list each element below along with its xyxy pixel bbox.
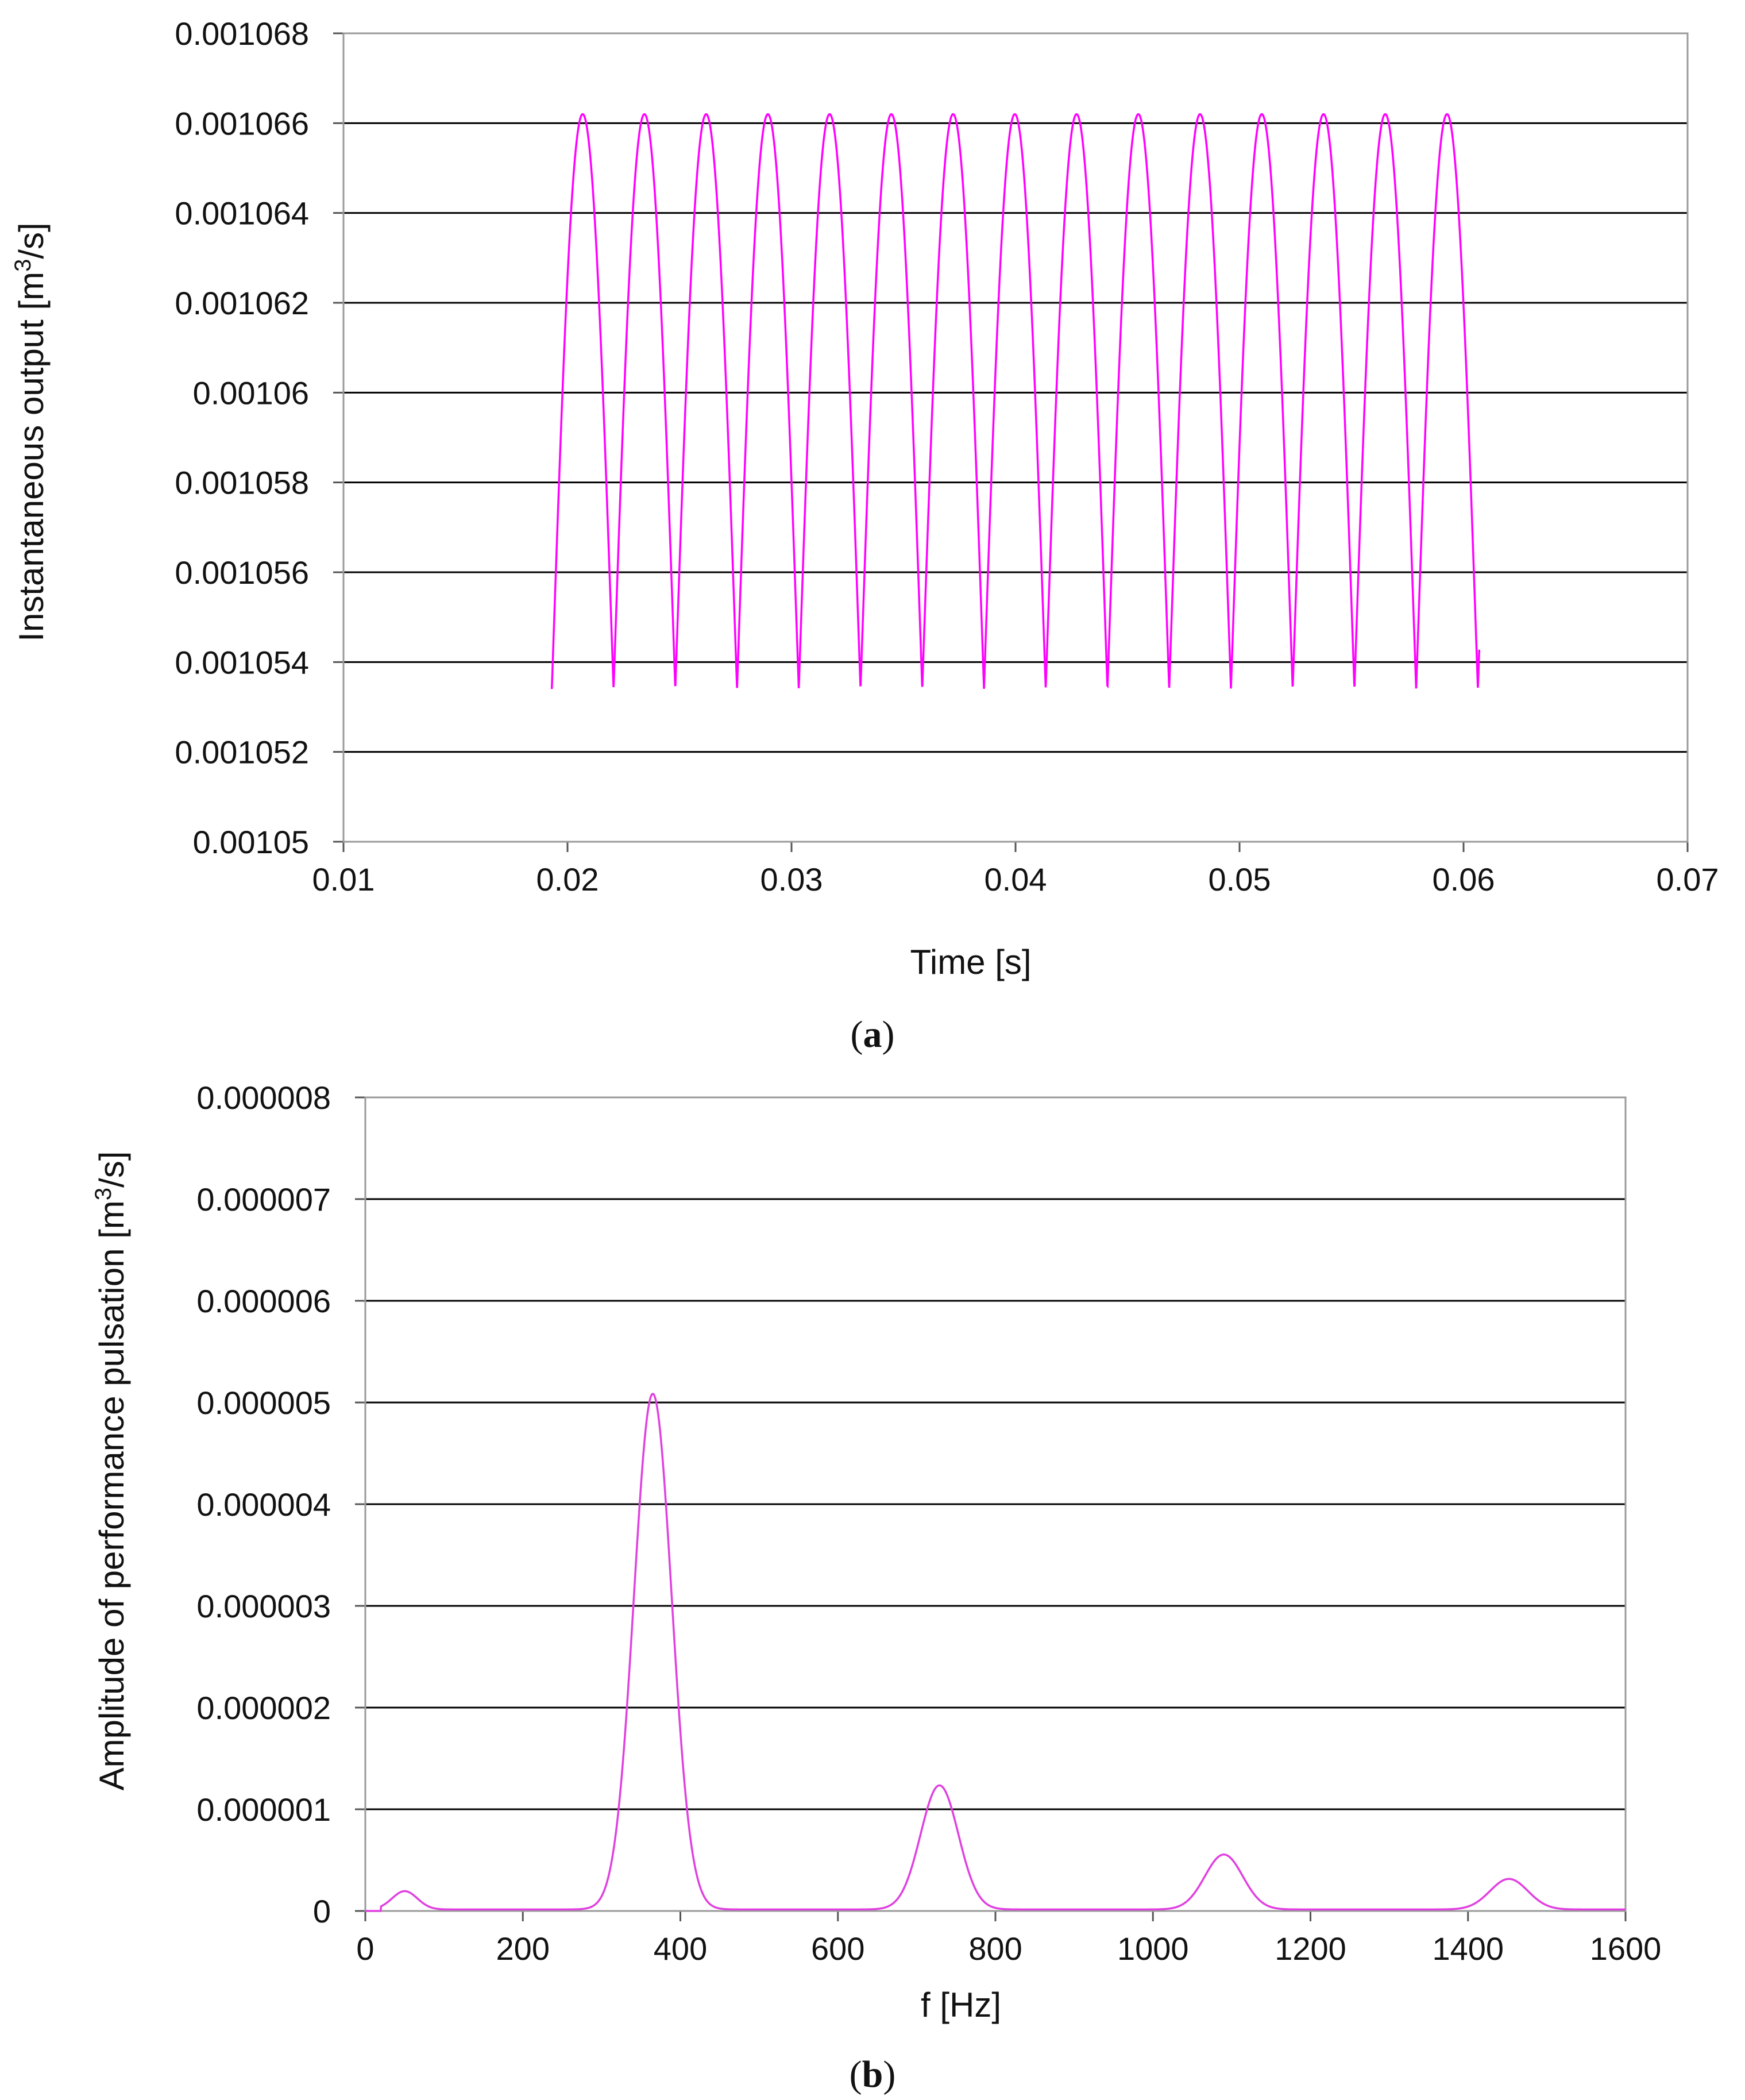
chart-panel-b: 0 0.000001 0.000002 0.000003 0.000004 0.00000… [91,1080,1661,2095]
chart-b-y-tick-label: 0.000008 [196,1080,331,1116]
chart-a-y-tick-label: 0.001062 [175,285,309,321]
chart-b-x-tick-label: 600 [811,1931,864,1967]
chart-b-y-tick-labels: 0 0.000001 0.000002 0.000003 0.000004 0.00000… [196,1080,331,1929]
chart-a-plot-frame [342,32,1689,843]
chart-a-y-axis-title-text: Instantaneous output [m [12,272,51,642]
chart-a-x-tick-label: 0.05 [1209,861,1271,897]
chart-a-x-tick-label: 0.04 [985,861,1047,897]
chart-b-x-axis-title: f [Hz] [921,1986,1001,2024]
chart-a-gridlines [333,32,1689,852]
chart-b-x-tick-label: 1600 [1590,1931,1662,1967]
chart-b-y-tick-label: 0.000005 [196,1385,331,1421]
chart-a-y-tick-label: 0.00105 [193,824,309,860]
chart-a-series-line [550,113,1481,689]
chart-b-x-tick-label: 200 [496,1931,550,1967]
chart-a-y-tick-label: 0.001058 [175,465,309,501]
chart-b-gridlines [355,1096,1627,1921]
chart-a-y-tick-label: 0.001056 [175,554,309,591]
chart-b-plot-frame [364,1096,1627,1912]
chart-a-x-tick-label: 0.06 [1433,861,1495,897]
chart-a-x-tick-label: 0.01 [312,861,375,897]
chart-a-x-tick-labels: 0.01 0.02 0.03 0.04 0.05 0.06 0.07 [312,861,1719,897]
chart-a-y-tick-label: 0.001052 [175,734,309,770]
chart-b-y-tick-label: 0 [313,1893,331,1929]
chart-b-y-tick-label: 0.000001 [196,1791,331,1828]
chart-a-x-tick-label: 0.07 [1657,861,1719,897]
chart-a-x-tick-label: 0.02 [536,861,599,897]
chart-a-y-tick-label: 0.001068 [175,16,309,52]
chart-b-y-tick-label: 0.000007 [196,1181,331,1217]
chart-a-y-axis-title: Instantaneous output [m3/s] [10,222,51,641]
chart-b-y-axis-title-text: Amplitude of performance pulsation [m [92,1200,131,1790]
caption-b-letter: b [862,2053,883,2095]
chart-b-x-tick-label: 1200 [1275,1931,1346,1967]
caption-a: (a) [851,1014,895,1055]
chart-b-y-axis-title-suffix: /s] [92,1151,131,1188]
caption-b: (b) [850,2053,896,2095]
chart-a-y-tick-label: 0.001054 [175,644,309,680]
chart-b-x-tick-label: 1000 [1117,1931,1189,1967]
chart-b-series-line [365,1393,1626,1912]
caption-a-letter: a [863,1014,882,1055]
chart-a-y-tick-labels: 0.00105 0.001052 0.001054 0.001056 0.001058 0… [175,16,309,860]
chart-a-x-axis-title: Time [s] [910,943,1031,981]
chart-b-x-tick-label: 400 [654,1931,707,1967]
chart-b-y-tick-label: 0.000006 [196,1283,331,1319]
chart-a-y-tick-label: 0.001066 [175,105,309,141]
chart-a-y-tick-label: 0.00106 [193,375,309,411]
chart-b-x-tick-label: 800 [968,1931,1022,1967]
chart-b-x-tick-label: 0 [356,1931,374,1967]
chart-b-y-tick-label: 0.000004 [196,1486,331,1523]
chart-a-y-tick-label: 0.001064 [175,195,309,232]
chart-b-y-axis-title-sup: 3 [91,1188,116,1200]
chart-b-x-tick-labels: 0 200 400 600 800 1000 1200 1400 1600 [356,1931,1661,1967]
chart-a-y-axis-title-suffix: /s] [12,222,51,259]
chart-panel-a: 0.00105 0.001052 0.001054 0.001056 0.001058 0… [10,16,1719,1055]
chart-a-x-tick-label: 0.03 [760,861,823,897]
chart-b-x-tick-label: 1400 [1432,1931,1504,1967]
chart-a-y-axis-title-sup: 3 [10,259,36,272]
chart-b-y-tick-label: 0.000002 [196,1690,331,1726]
chart-b-y-tick-label: 0.000003 [196,1588,331,1624]
chart-b-y-axis-title: Amplitude of performance pulsation [m3/s… [91,1151,131,1791]
